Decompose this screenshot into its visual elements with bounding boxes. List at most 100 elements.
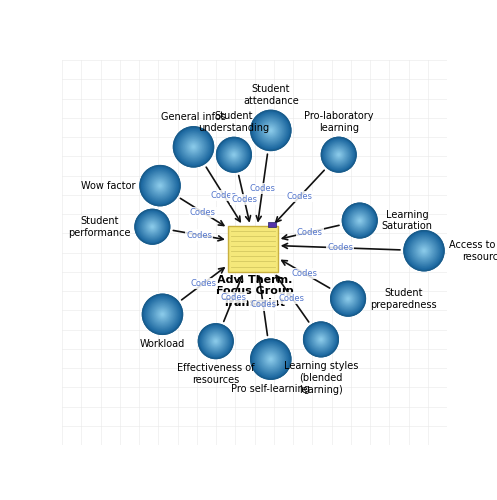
- Circle shape: [330, 146, 348, 164]
- Text: Codes: Codes: [190, 208, 216, 217]
- Circle shape: [332, 148, 345, 161]
- Circle shape: [144, 296, 181, 333]
- Circle shape: [176, 130, 211, 164]
- Circle shape: [343, 204, 376, 236]
- Circle shape: [317, 336, 325, 344]
- Circle shape: [330, 146, 347, 164]
- Circle shape: [265, 124, 277, 136]
- Circle shape: [253, 113, 288, 148]
- Circle shape: [135, 210, 169, 244]
- Circle shape: [326, 142, 351, 168]
- Circle shape: [344, 294, 352, 302]
- Bar: [268, 222, 276, 227]
- Circle shape: [343, 294, 353, 304]
- Circle shape: [187, 140, 200, 153]
- Circle shape: [349, 210, 371, 232]
- Circle shape: [146, 220, 159, 234]
- Circle shape: [157, 182, 164, 189]
- Circle shape: [147, 222, 158, 232]
- Circle shape: [146, 172, 174, 200]
- Circle shape: [349, 210, 370, 231]
- Circle shape: [337, 288, 359, 310]
- Circle shape: [345, 296, 351, 302]
- Circle shape: [257, 116, 285, 144]
- Circle shape: [337, 288, 358, 309]
- Circle shape: [179, 132, 208, 162]
- Text: Codes: Codes: [328, 244, 353, 252]
- Circle shape: [228, 148, 240, 161]
- Circle shape: [150, 175, 170, 197]
- Circle shape: [336, 286, 360, 311]
- Circle shape: [333, 284, 363, 314]
- Circle shape: [354, 215, 365, 226]
- Circle shape: [266, 354, 275, 364]
- Circle shape: [333, 284, 362, 313]
- Circle shape: [327, 142, 351, 167]
- Circle shape: [215, 340, 217, 342]
- Circle shape: [353, 214, 367, 228]
- Circle shape: [328, 144, 350, 166]
- Circle shape: [224, 144, 245, 165]
- Circle shape: [140, 214, 165, 240]
- Circle shape: [227, 148, 241, 162]
- Circle shape: [210, 336, 222, 347]
- Circle shape: [306, 324, 336, 354]
- Circle shape: [143, 295, 182, 334]
- Circle shape: [335, 151, 342, 158]
- Circle shape: [304, 322, 338, 356]
- Circle shape: [179, 133, 208, 161]
- Circle shape: [336, 287, 360, 310]
- Circle shape: [270, 130, 271, 131]
- Circle shape: [188, 142, 199, 152]
- Circle shape: [204, 330, 227, 352]
- Circle shape: [257, 346, 284, 372]
- Circle shape: [268, 356, 273, 362]
- Circle shape: [155, 307, 170, 322]
- Circle shape: [343, 294, 353, 304]
- Text: Student
performance: Student performance: [68, 216, 130, 238]
- Circle shape: [151, 225, 154, 228]
- Circle shape: [157, 308, 168, 320]
- Circle shape: [256, 344, 285, 374]
- Circle shape: [312, 330, 330, 348]
- Circle shape: [356, 217, 363, 224]
- Circle shape: [414, 240, 434, 260]
- Circle shape: [151, 226, 154, 228]
- Circle shape: [158, 310, 167, 319]
- Text: Wow factor: Wow factor: [81, 180, 135, 190]
- Circle shape: [356, 216, 364, 224]
- Circle shape: [314, 332, 328, 346]
- Circle shape: [159, 311, 166, 318]
- Circle shape: [309, 328, 333, 351]
- Circle shape: [251, 111, 290, 150]
- Circle shape: [259, 348, 282, 370]
- Circle shape: [223, 144, 245, 166]
- Circle shape: [190, 144, 197, 150]
- Circle shape: [267, 127, 274, 134]
- Circle shape: [323, 138, 355, 171]
- Circle shape: [203, 328, 229, 354]
- Circle shape: [161, 312, 165, 316]
- Circle shape: [307, 326, 335, 353]
- Circle shape: [211, 336, 221, 346]
- Circle shape: [344, 205, 375, 236]
- Circle shape: [220, 141, 248, 169]
- Circle shape: [148, 300, 177, 329]
- Circle shape: [417, 244, 431, 258]
- Circle shape: [213, 338, 219, 344]
- Circle shape: [153, 304, 172, 324]
- Text: Student
attendance: Student attendance: [243, 84, 299, 106]
- Circle shape: [260, 348, 281, 370]
- Circle shape: [334, 285, 362, 312]
- Circle shape: [218, 139, 249, 170]
- Circle shape: [348, 209, 371, 232]
- Circle shape: [154, 306, 171, 323]
- Circle shape: [350, 210, 370, 231]
- Circle shape: [346, 296, 350, 301]
- Circle shape: [198, 324, 233, 358]
- Circle shape: [149, 174, 171, 197]
- Circle shape: [148, 222, 157, 232]
- Circle shape: [359, 220, 360, 221]
- Text: Codes: Codes: [250, 300, 276, 310]
- Circle shape: [411, 238, 437, 264]
